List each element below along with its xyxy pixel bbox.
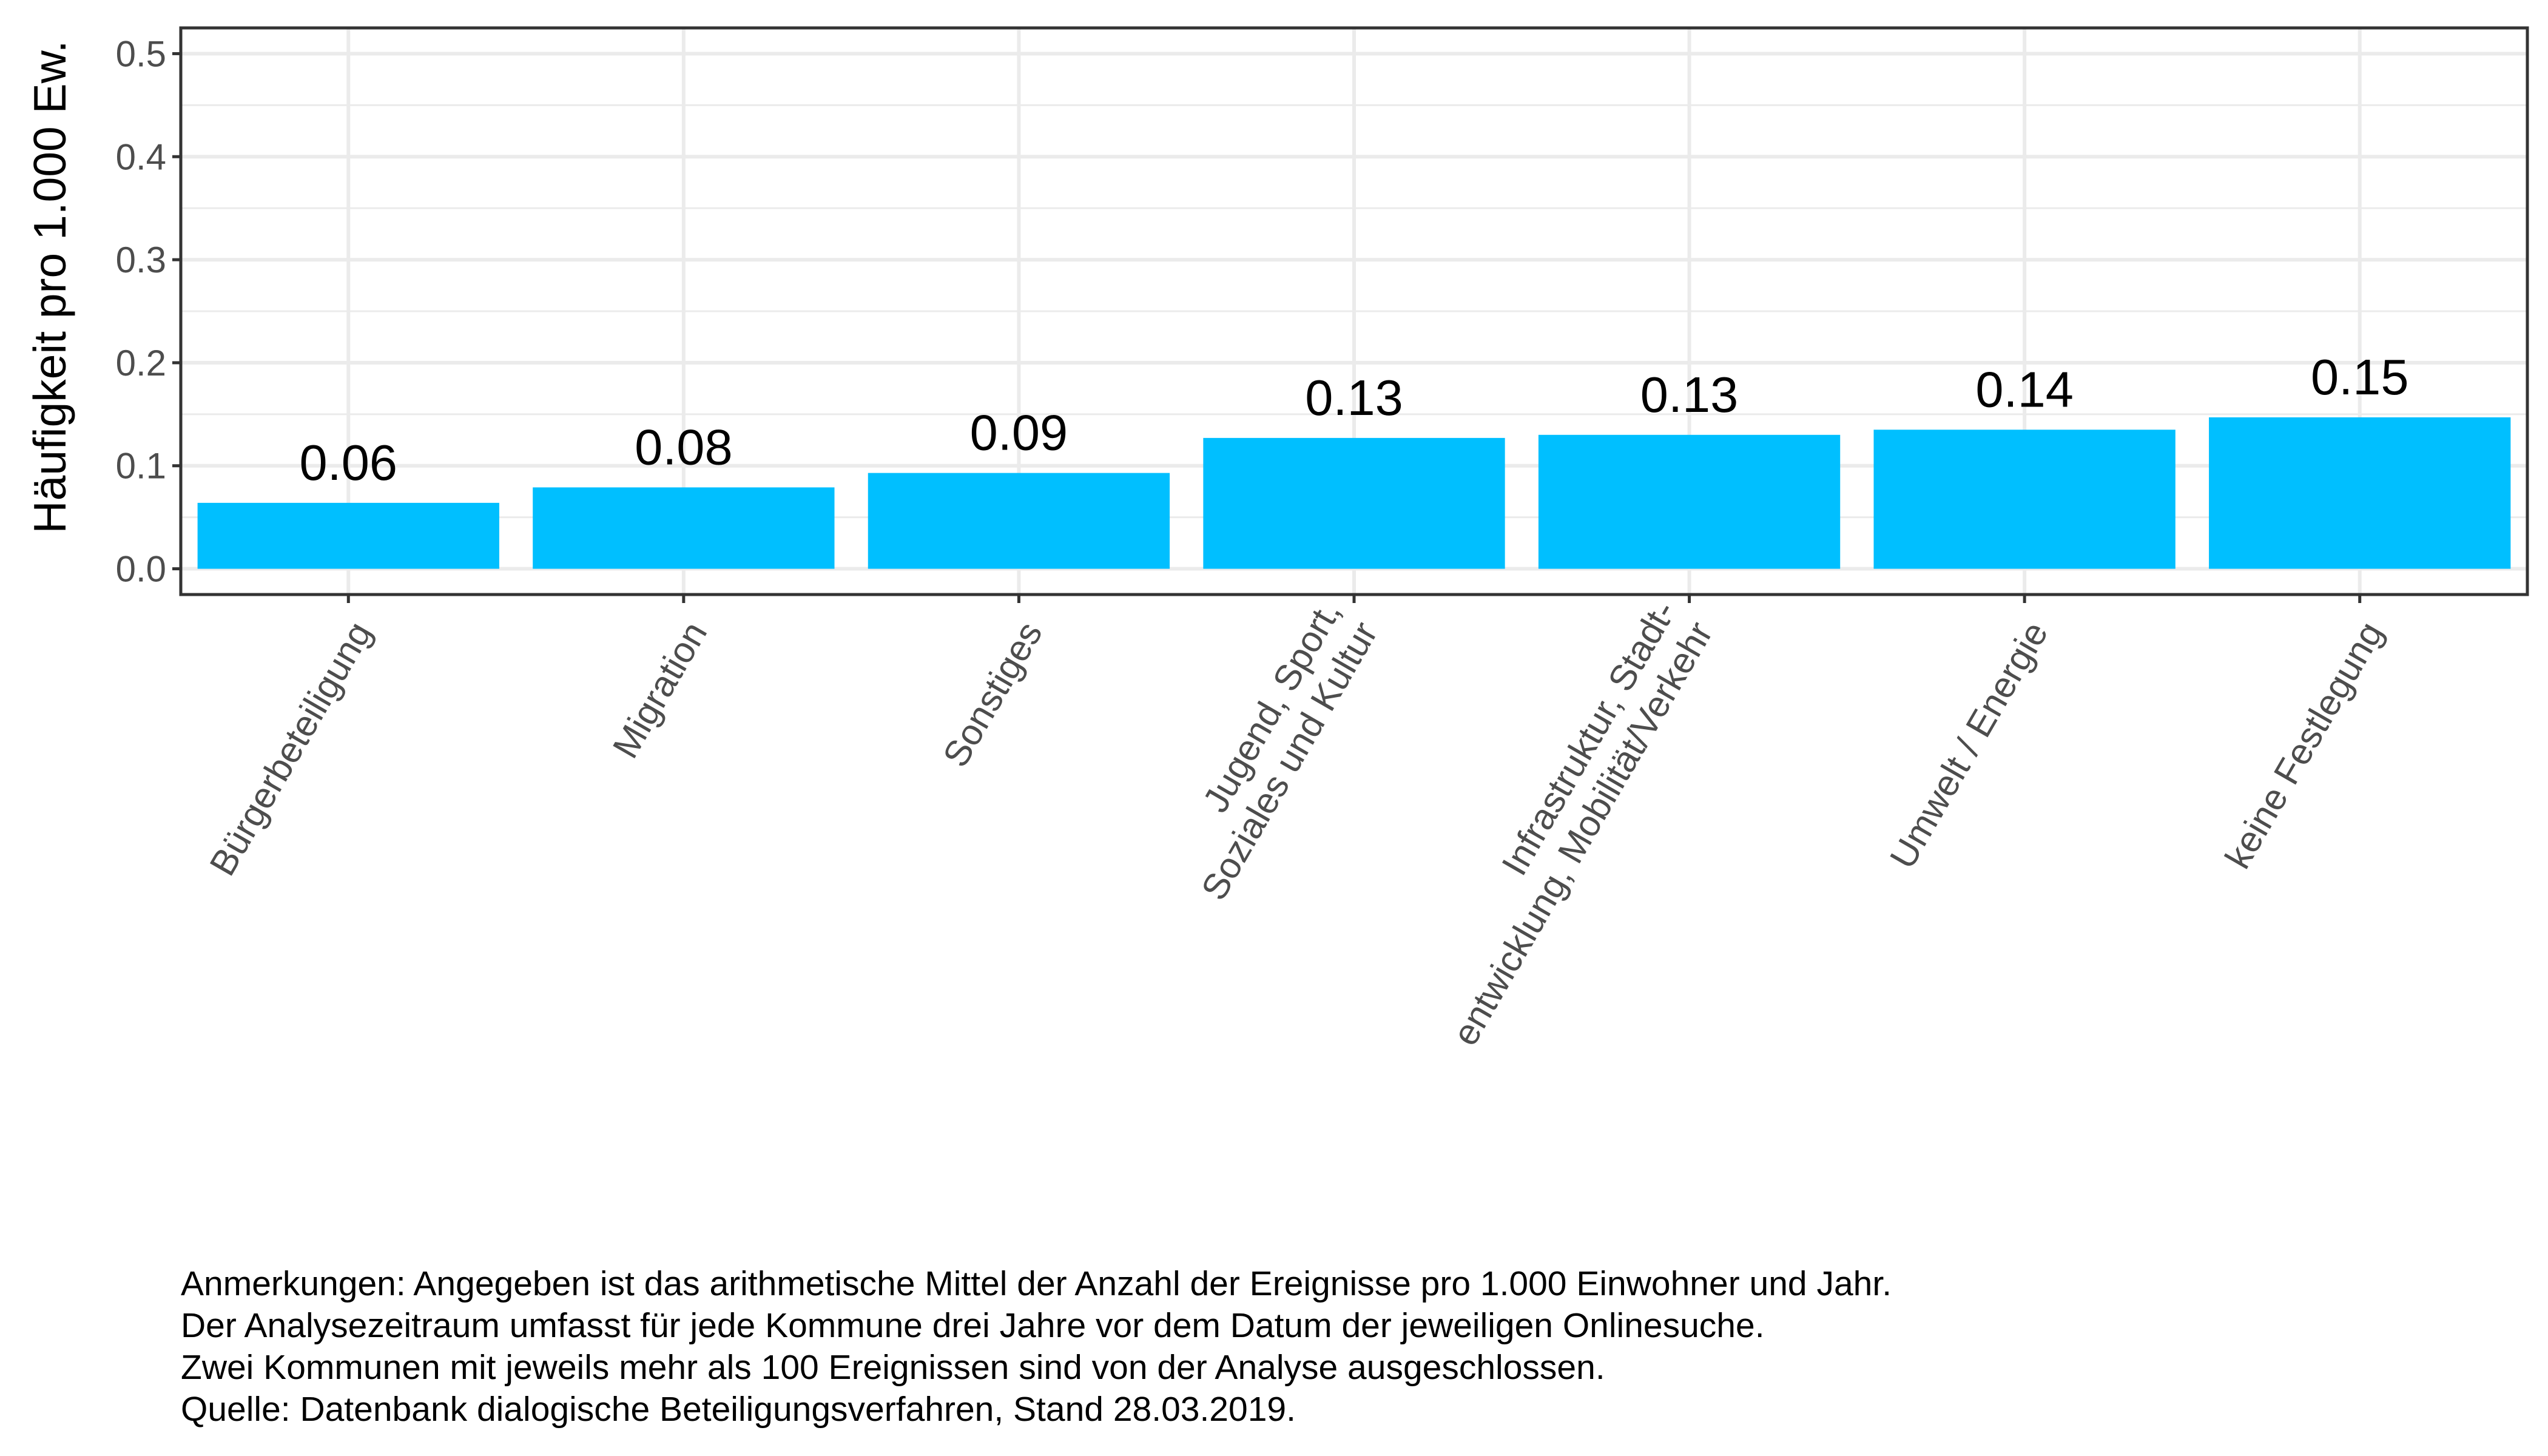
bar (1873, 430, 2176, 569)
y-tick-label: 0.4 (116, 136, 166, 177)
bar (2209, 417, 2511, 569)
value-labels: 0.06 0.08 0.09 0.13 0.13 0.14 0.15 (300, 349, 2409, 491)
x-tick-label: Infrastruktur, Stadt-entwicklung, Mobili… (1408, 594, 1721, 1053)
x-tick-label-line: Sonstiges (935, 615, 1050, 774)
bar-value-label: 0.09 (970, 405, 1068, 461)
bar (1538, 434, 1841, 569)
x-tick-label: keine Festlegung (2217, 615, 2391, 875)
bar (197, 502, 499, 569)
notes-line: Der Analysezeitraum umfasst für jede Kom… (181, 1306, 1765, 1345)
bar-value-label: 0.13 (1305, 369, 1403, 426)
x-axis: Bürgerbeteiligung Migration Sonstiges Jugen… (202, 594, 2391, 1053)
bar-value-label: 0.08 (635, 419, 733, 475)
x-tick-label-line: entwicklung, Mobilität/Verkehr (1444, 615, 1721, 1053)
x-tick-label: Jugend, Sport,Soziales und Kultur (1156, 594, 1385, 907)
y-tick-label: 0.3 (116, 240, 166, 280)
y-tick-label: 0.0 (116, 549, 166, 590)
bars (197, 417, 2511, 569)
x-tick-label: Umwelt / Energie (1882, 615, 2055, 875)
x-tick-label-line: Umwelt / Energie (1882, 615, 2055, 875)
bar-value-label: 0.06 (300, 434, 398, 491)
notes-line: Zwei Kommunen mit jeweils mehr als 100 E… (181, 1348, 1605, 1387)
x-tick-label: Bürgerbeteiligung (202, 615, 380, 883)
bar-value-label: 0.13 (1640, 366, 1739, 423)
y-tick-label: 0.5 (116, 33, 166, 74)
x-tick-label: Migration (605, 615, 715, 765)
bar (1203, 437, 1505, 569)
bar (868, 473, 1170, 569)
notes-line: Quelle: Datenbank dialogische Beteiligun… (181, 1390, 1296, 1429)
notes-block: Anmerkungen: Angegeben ist das arithmeti… (181, 1263, 2486, 1431)
x-tick-label-line: Migration (605, 615, 715, 765)
x-tick-label-line: keine Festlegung (2217, 615, 2391, 875)
bar-value-label: 0.14 (1975, 361, 2074, 417)
y-axis: 0.0 0.1 0.2 0.3 0.4 0.5 (116, 33, 181, 590)
bar (533, 487, 835, 569)
y-axis-title: Häufigkeit pro 1.000 Ew. (24, 41, 75, 534)
x-tick-label: Sonstiges (935, 615, 1050, 774)
y-tick-label: 0.2 (116, 343, 166, 383)
x-tick-label-line: Bürgerbeteiligung (202, 615, 380, 883)
notes-line: Anmerkungen: Angegeben ist das arithmeti… (181, 1264, 1892, 1303)
bar-value-label: 0.15 (2311, 349, 2409, 405)
y-tick-label: 0.1 (116, 446, 166, 487)
